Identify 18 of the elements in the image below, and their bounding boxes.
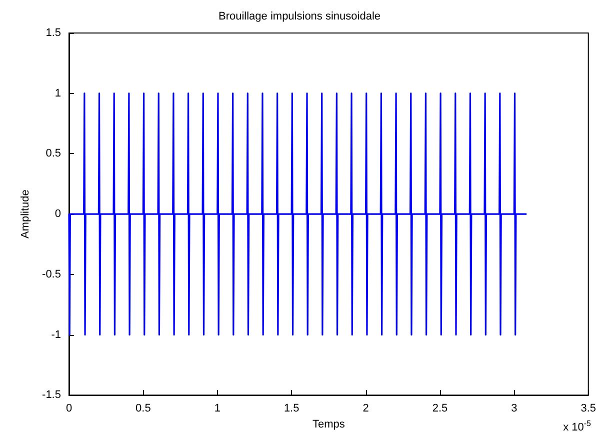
x-tick-label: 1 (214, 402, 220, 415)
x-tick-label: 3.5 (580, 402, 596, 415)
y-tick-label: 1.5 (46, 27, 61, 39)
y-tick-label: 0 (54, 208, 61, 220)
x-axis-title: Temps (312, 418, 346, 430)
x-tick-label: 3 (511, 402, 518, 415)
chart-title: Brouillage impulsions sinusoidale (218, 10, 381, 22)
x-tick-label: 2 (362, 402, 369, 415)
x-tick-label: 2.5 (432, 402, 448, 415)
x-tick-label: 1.5 (284, 402, 300, 415)
x-tick-label: 0 (66, 402, 72, 415)
y-tick-label: 1 (54, 87, 61, 100)
y-axis-title: Amplitude (20, 190, 32, 239)
y-tick-label: -1 (51, 328, 61, 341)
y-tick-label: 0.5 (46, 148, 61, 160)
x-tick-label: 0.5 (136, 402, 151, 415)
y-tick-label: -1.5 (42, 389, 61, 402)
y-tick-label: -0.5 (42, 268, 61, 280)
